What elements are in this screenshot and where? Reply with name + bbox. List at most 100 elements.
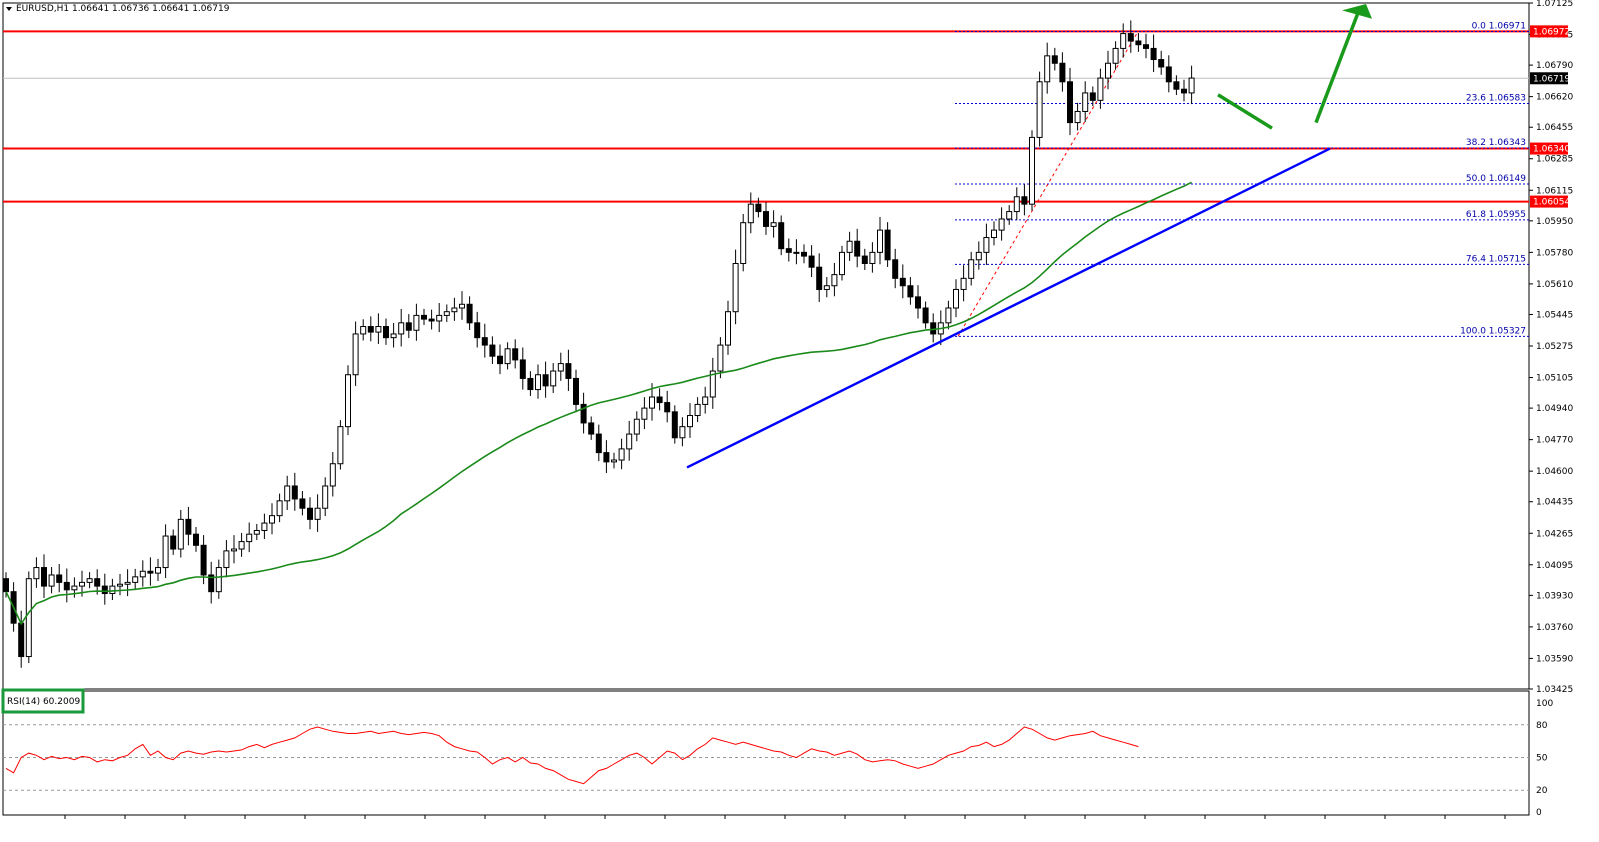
candle-body: [763, 211, 769, 227]
candle-body: [345, 374, 351, 428]
level-price-tag-label: 1.06340: [1533, 145, 1570, 155]
candle-body: [147, 570, 154, 574]
fib-level-label: 0.0 1.06971: [1472, 22, 1526, 32]
candle-body: [481, 337, 488, 346]
forecast-down-arrow: [1217, 93, 1273, 130]
candle-body: [1013, 196, 1020, 213]
candle-body: [269, 515, 275, 524]
level-price-tag-label: 1.06972: [1533, 27, 1570, 37]
candle-body: [246, 533, 253, 543]
candle-body: [155, 567, 161, 574]
candle-body: [443, 311, 450, 316]
candle-body: [41, 567, 47, 587]
fib-level-label: 76.4 1.05715: [1466, 254, 1526, 264]
price-tick-label: 1.03590: [1536, 654, 1573, 664]
candle-body: [139, 570, 146, 578]
candle-body: [253, 529, 260, 535]
candle-body: [687, 415, 693, 428]
price-tick-label: 1.06285: [1536, 155, 1573, 165]
candle-body: [823, 285, 830, 290]
candle-body: [459, 303, 465, 309]
candle-body: [276, 500, 283, 517]
price-tick-label: 1.04435: [1536, 498, 1573, 508]
candle-body: [3, 578, 9, 593]
candle-body: [436, 314, 443, 322]
candle-body: [18, 622, 25, 658]
candle-body: [1120, 33, 1127, 49]
candle-body: [352, 333, 359, 376]
candle-body: [231, 548, 237, 552]
candle-body: [694, 403, 701, 417]
candle-body: [162, 535, 169, 569]
candle-body: [329, 463, 336, 487]
candle-body: [998, 218, 1005, 231]
candle-body: [337, 426, 344, 465]
candle-body: [117, 583, 123, 587]
candle-body: [1082, 92, 1089, 112]
price-tick-label: 1.05105: [1536, 374, 1573, 384]
candle-body: [413, 314, 420, 331]
fib-level-label: 61.8 1.05955: [1466, 210, 1526, 220]
price-tick-label: 1.04095: [1536, 561, 1573, 571]
candle-body: [504, 348, 511, 365]
candle-body: [63, 581, 70, 591]
candle-body: [33, 567, 40, 580]
candle-body: [1181, 88, 1187, 94]
candle-body: [740, 222, 747, 264]
candle-body: [664, 402, 671, 413]
candle-body: [48, 574, 55, 587]
candle-body: [375, 326, 382, 333]
level-price-tag-label: 1.06054: [1533, 198, 1570, 208]
candle-body: [649, 396, 655, 409]
candle-body: [816, 266, 823, 290]
candle-body: [1105, 62, 1111, 79]
candle-body: [732, 262, 739, 313]
trendline[interactable]: [686, 147, 1331, 469]
candle-body: [1158, 59, 1165, 68]
candle-body: [360, 326, 367, 335]
candle-body: [747, 203, 754, 224]
candle-body: [314, 507, 321, 520]
candle-body: [25, 578, 32, 658]
candle-body: [907, 285, 914, 298]
candle-body: [1097, 77, 1104, 101]
rsi-line: [5, 726, 1139, 785]
price-tick-label: 1.03760: [1536, 623, 1573, 633]
candle-body: [367, 326, 374, 333]
candle-body: [512, 348, 519, 361]
candle-body: [785, 248, 792, 253]
candle-body: [702, 396, 709, 405]
candle-body: [565, 363, 572, 379]
candle-body: [1188, 77, 1195, 94]
fib-level-label: 50.0 1.06149: [1466, 174, 1526, 184]
price-tick-label: 1.04600: [1536, 467, 1573, 477]
candle-body: [215, 567, 222, 593]
candle-body: [527, 377, 534, 391]
price-tick-label: 1.05445: [1536, 310, 1573, 320]
rsi-label-highlight: [1, 688, 85, 714]
candle-body: [801, 251, 807, 257]
rsi-tick-label: 50: [1536, 754, 1548, 764]
candle-body: [261, 522, 268, 531]
fib-level-label: 38.2 1.06343: [1466, 138, 1526, 148]
level-price-tag: [1530, 195, 1568, 208]
candle-body: [519, 359, 526, 379]
price-tick-label: 1.06620: [1536, 93, 1573, 103]
candle-body: [322, 485, 329, 509]
candle-body: [291, 485, 298, 500]
candle-body: [930, 322, 937, 335]
price-tick-label: 1.06115: [1536, 186, 1573, 196]
candle-body: [489, 344, 496, 357]
candle-body: [299, 498, 306, 509]
candle-body: [588, 422, 595, 435]
candle-body: [1029, 136, 1035, 205]
price-tick-label: 1.04265: [1536, 529, 1573, 539]
candle-body: [390, 333, 397, 339]
candle-body: [170, 535, 177, 550]
candle-body: [839, 251, 845, 276]
candle-body: [124, 581, 131, 585]
price-tick-label: 1.05610: [1536, 280, 1573, 290]
header-dropdown-icon[interactable]: [6, 7, 12, 11]
